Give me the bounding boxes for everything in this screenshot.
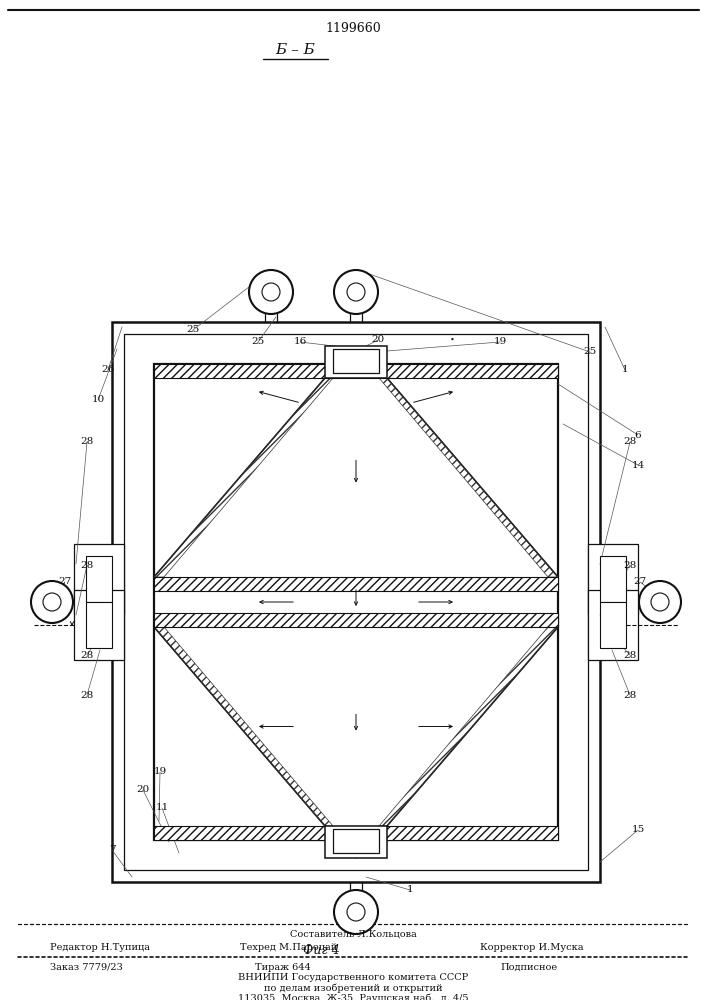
Text: 28: 28 bbox=[81, 560, 93, 570]
Bar bbox=[154, 364, 558, 378]
Text: 26: 26 bbox=[101, 365, 115, 374]
Bar bbox=[74, 590, 124, 660]
Text: 28: 28 bbox=[624, 690, 636, 700]
Text: •: • bbox=[450, 336, 455, 344]
Bar bbox=[325, 826, 387, 858]
Bar bbox=[124, 334, 588, 870]
Text: 28: 28 bbox=[624, 438, 636, 446]
Text: 19: 19 bbox=[153, 768, 167, 776]
Circle shape bbox=[262, 283, 280, 301]
Text: Заказ 7779/23: Заказ 7779/23 bbox=[50, 962, 123, 972]
Text: 20: 20 bbox=[371, 336, 385, 344]
Text: 20: 20 bbox=[136, 786, 150, 794]
Text: 11: 11 bbox=[156, 804, 169, 812]
Text: 28: 28 bbox=[624, 560, 636, 570]
Bar bbox=[86, 602, 112, 648]
Text: Составитель Л.Кольцова: Составитель Л.Кольцова bbox=[290, 930, 416, 938]
Text: Фиг 4: Фиг 4 bbox=[303, 944, 339, 956]
Text: Б – Б: Б – Б bbox=[275, 43, 315, 57]
Text: 16: 16 bbox=[293, 338, 307, 347]
Circle shape bbox=[334, 270, 378, 314]
Text: 28: 28 bbox=[624, 650, 636, 660]
Text: 25: 25 bbox=[252, 338, 264, 347]
Bar bbox=[588, 590, 638, 660]
Text: 1199660: 1199660 bbox=[325, 21, 381, 34]
Text: 10: 10 bbox=[91, 395, 105, 404]
Text: Техред М.Пароцай: Техред М.Пароцай bbox=[240, 942, 337, 952]
Bar bbox=[154, 613, 558, 627]
Text: 15: 15 bbox=[631, 826, 645, 834]
Circle shape bbox=[249, 270, 293, 314]
Bar bbox=[112, 322, 600, 882]
Bar bbox=[154, 364, 558, 840]
Bar bbox=[588, 544, 638, 614]
Bar bbox=[154, 826, 558, 840]
Text: 6: 6 bbox=[635, 430, 641, 440]
Circle shape bbox=[651, 593, 669, 611]
Text: 113035, Москва, Ж-35, Раушская наб., д. 4/5: 113035, Москва, Ж-35, Раушская наб., д. … bbox=[238, 993, 468, 1000]
Text: 28: 28 bbox=[81, 438, 93, 446]
Text: Редактор Н.Тупица: Редактор Н.Тупица bbox=[50, 942, 150, 952]
Text: 1: 1 bbox=[407, 886, 414, 894]
Bar bbox=[333, 349, 379, 373]
Text: 25: 25 bbox=[187, 326, 199, 334]
Text: 25: 25 bbox=[583, 348, 597, 357]
Text: 28: 28 bbox=[81, 650, 93, 660]
Circle shape bbox=[639, 581, 681, 623]
Circle shape bbox=[334, 890, 378, 934]
Circle shape bbox=[43, 593, 61, 611]
Text: Подписное: Подписное bbox=[500, 962, 557, 972]
Text: 27: 27 bbox=[59, 578, 71, 586]
Text: Корректор И.Муска: Корректор И.Муска bbox=[480, 942, 583, 952]
Bar bbox=[600, 602, 626, 648]
Text: 7: 7 bbox=[109, 846, 115, 854]
Text: Тираж 644: Тираж 644 bbox=[255, 962, 311, 972]
Bar bbox=[86, 556, 112, 602]
Circle shape bbox=[347, 903, 365, 921]
Circle shape bbox=[347, 283, 365, 301]
Bar bbox=[325, 346, 387, 378]
Bar bbox=[600, 556, 626, 602]
Text: 27: 27 bbox=[633, 578, 647, 586]
Bar bbox=[154, 577, 558, 591]
Bar bbox=[74, 544, 124, 614]
Bar bbox=[333, 829, 379, 853]
Text: по делам изобретений и открытий: по делам изобретений и открытий bbox=[264, 983, 443, 993]
Text: 1: 1 bbox=[621, 365, 629, 374]
Text: ВНИИПИ Государственного комитета СССР: ВНИИПИ Государственного комитета СССР bbox=[238, 974, 468, 982]
Text: 14: 14 bbox=[631, 460, 645, 470]
Text: 19: 19 bbox=[493, 338, 507, 347]
Circle shape bbox=[31, 581, 73, 623]
Text: 28: 28 bbox=[81, 690, 93, 700]
